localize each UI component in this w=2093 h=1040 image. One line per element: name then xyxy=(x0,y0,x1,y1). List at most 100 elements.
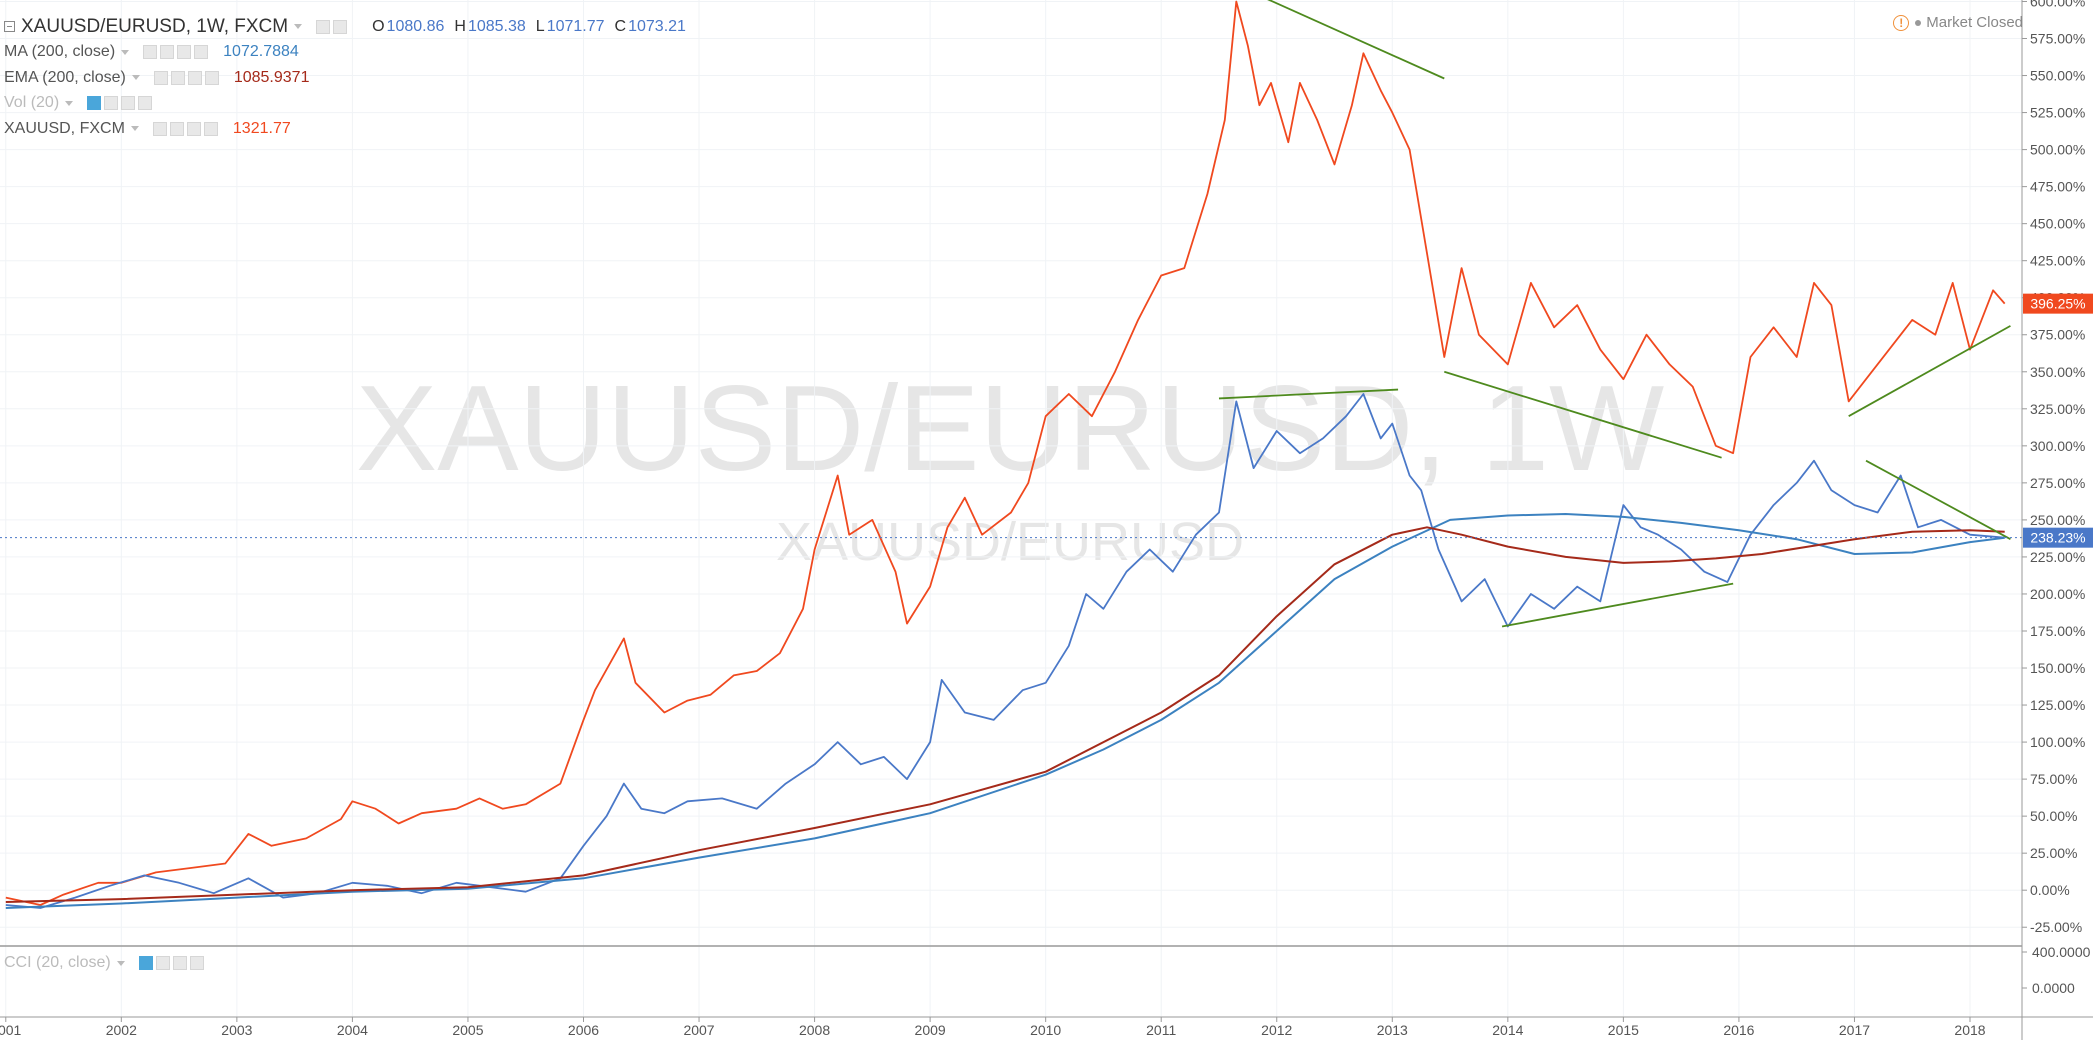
legend-main-row[interactable]: XAUUSD/EURUSD, 1W, FXCM O 1080.86 H 1085.3… xyxy=(4,14,686,40)
y-tick-label: 350.00% xyxy=(2030,364,2085,380)
ma-controls xyxy=(143,45,211,60)
ma-label[interactable]: MA (200, close) xyxy=(4,43,116,61)
ema-value: 1085.9371 xyxy=(233,68,310,86)
chevron-down-icon[interactable] xyxy=(65,100,74,106)
warning-icon[interactable]: ! xyxy=(1893,14,1910,31)
price-tag-orange: 396.25% xyxy=(2030,296,2085,312)
y-tick-label: 25.00% xyxy=(2030,845,2077,861)
close-icon[interactable] xyxy=(189,956,204,970)
vol-label[interactable]: Vol (20) xyxy=(4,94,60,112)
watermark: XAUUSD/EURUSD, 1W XAUUSD/EURUSD xyxy=(356,360,1664,572)
y-tick-label: 75.00% xyxy=(2030,771,2077,787)
close-icon[interactable] xyxy=(204,70,219,85)
x-tick-label: 2012 xyxy=(1261,1022,1292,1038)
legend: XAUUSD/EURUSD, 1W, FXCM O 1080.86 H 1085.3… xyxy=(4,14,686,142)
trendline xyxy=(1848,325,2011,418)
y-tick-label: 600.00% xyxy=(2030,0,2085,9)
legend-vol-row[interactable]: Vol (20) xyxy=(4,91,686,117)
x-tick-label: 2008 xyxy=(799,1022,830,1038)
eye-icon[interactable] xyxy=(153,70,168,85)
eye-icon[interactable] xyxy=(138,956,153,970)
gear-icon[interactable] xyxy=(333,19,348,34)
open-value: 1080.86 xyxy=(386,17,445,35)
close-icon[interactable] xyxy=(203,121,218,136)
add-icon[interactable] xyxy=(172,956,187,970)
collapse-icon[interactable] xyxy=(4,21,15,33)
chevron-down-icon[interactable] xyxy=(130,126,139,132)
x-tick-label: 2011 xyxy=(1146,1022,1176,1038)
x-tick-label: 2017 xyxy=(1839,1022,1870,1038)
trendline xyxy=(1444,370,1722,459)
chevron-down-icon[interactable] xyxy=(116,960,125,966)
price-tag-blue: 238.23% xyxy=(2030,530,2085,546)
eye-icon[interactable] xyxy=(87,96,102,111)
y-tick-label: 525.00% xyxy=(2030,105,2085,121)
close-icon[interactable] xyxy=(194,45,209,60)
low-value: 1071.77 xyxy=(546,17,605,35)
gear-icon[interactable] xyxy=(170,70,185,85)
y-tick-label: 500.00% xyxy=(2030,142,2085,158)
add-icon[interactable] xyxy=(177,45,192,60)
x-tick-label: 2009 xyxy=(915,1022,946,1038)
add-icon[interactable] xyxy=(121,96,136,111)
chevron-down-icon[interactable] xyxy=(131,75,140,81)
ma-value: 1072.7884 xyxy=(223,43,299,61)
main-controls xyxy=(316,19,350,34)
y-tick-label: 125.00% xyxy=(2030,697,2085,713)
y-tick-label: 375.00% xyxy=(2030,327,2085,343)
market-status[interactable]: ! Market Closed xyxy=(1893,14,2023,31)
x-tick-label: 2018 xyxy=(1954,1022,1985,1038)
price-tag-blue-bg xyxy=(2023,527,2093,548)
x-tick-label: 2015 xyxy=(1608,1022,1639,1038)
eye-icon[interactable] xyxy=(316,19,331,34)
trendline xyxy=(1218,388,1399,400)
low-label: L xyxy=(535,17,545,35)
ema-label[interactable]: EMA (200, close) xyxy=(4,68,126,86)
y-tick-label: 325.00% xyxy=(2030,401,2085,417)
y-tick-label: 575.00% xyxy=(2030,31,2085,47)
y-tick-label: 250.00% xyxy=(2030,512,2085,528)
cci-tick-label: 0.0000 xyxy=(2032,980,2075,996)
trendline xyxy=(1865,459,2011,540)
price-tag-orange-bg xyxy=(2023,293,2093,314)
x-tick-label: 2013 xyxy=(1377,1022,1408,1038)
gear-icon[interactable] xyxy=(160,45,175,60)
add-icon[interactable] xyxy=(186,121,201,136)
close-icon[interactable] xyxy=(138,96,153,111)
y-tick-label: 200.00% xyxy=(2030,586,2085,602)
ema-controls xyxy=(153,70,222,85)
symbol-title[interactable]: XAUUSD/EURUSD, 1W, FXCM xyxy=(21,15,289,37)
watermark-main: XAUUSD/EURUSD, 1W xyxy=(356,360,1664,496)
cci-label[interactable]: CCI (20, close) xyxy=(4,954,111,971)
eye-icon[interactable] xyxy=(143,45,158,60)
close-value: 1073.21 xyxy=(628,17,686,35)
xauusd-label[interactable]: XAUUSD, FXCM xyxy=(4,119,125,137)
series-line xyxy=(5,0,2006,906)
add-icon[interactable] xyxy=(187,70,202,85)
x-tick-label: 2007 xyxy=(683,1022,714,1038)
legend-ma-row[interactable]: MA (200, close) 1072.7884 xyxy=(4,40,686,66)
x-tick-label: 2004 xyxy=(337,1022,368,1038)
gear-icon[interactable] xyxy=(104,96,119,111)
gear-icon[interactable] xyxy=(169,121,184,136)
y-tick-label: 50.00% xyxy=(2030,808,2077,824)
watermark-sub: XAUUSD/EURUSD xyxy=(776,512,1244,572)
chevron-down-icon[interactable] xyxy=(121,49,130,55)
status-dot xyxy=(1915,19,1922,26)
y-tick-label: 225.00% xyxy=(2030,549,2085,565)
x-tick-label: 2005 xyxy=(452,1022,483,1038)
high-label: H xyxy=(454,17,466,35)
legend-xauusd-row[interactable]: XAUUSD, FXCM 1321.77 xyxy=(4,116,686,142)
open-label: O xyxy=(372,17,385,35)
high-value: 1085.38 xyxy=(467,17,526,35)
legend-cci-row[interactable]: CCI (20, close) xyxy=(4,954,219,972)
grid xyxy=(0,0,2022,1017)
series-line xyxy=(5,526,2005,903)
y-tick-label: 450.00% xyxy=(2030,216,2085,232)
eye-icon[interactable] xyxy=(152,121,167,136)
legend-ema-row[interactable]: EMA (200, close) 1085.9371 xyxy=(4,65,686,91)
gear-icon[interactable] xyxy=(155,956,170,970)
y-tick-label: 0.00% xyxy=(2030,882,2070,898)
chevron-down-icon[interactable] xyxy=(294,24,303,30)
